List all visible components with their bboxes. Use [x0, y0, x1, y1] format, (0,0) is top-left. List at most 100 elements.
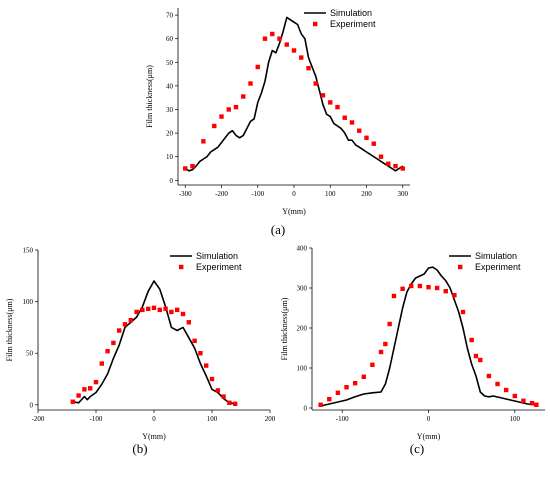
x-tick-label: 300 — [398, 190, 409, 198]
experiment-point — [219, 114, 224, 119]
experiment-point — [192, 338, 197, 344]
experiment-point — [495, 381, 500, 387]
y-tick-label: 100 — [23, 298, 34, 306]
experiment-point — [320, 93, 326, 98]
experiment-point — [76, 393, 81, 398]
y-tick-label: 50 — [166, 59, 174, 67]
experiment-point — [328, 100, 333, 105]
experiment-point — [512, 393, 517, 399]
y-tick-label: 60 — [166, 35, 174, 43]
y-tick-label: 20 — [166, 130, 174, 138]
experiment-point — [221, 394, 226, 399]
experiment-point — [393, 163, 398, 169]
experiment-point — [357, 128, 362, 133]
experiment-point — [270, 31, 275, 37]
experiment-point — [443, 289, 448, 294]
experiment-point — [387, 321, 392, 327]
x-tick-label: 0 — [292, 190, 296, 198]
y-tick-label: 10 — [166, 153, 174, 161]
x-tick-label: -200 — [32, 415, 45, 423]
experiment-point — [313, 81, 318, 86]
experiment-point — [209, 376, 215, 382]
chart-c: -100 0 100 0 100 200 300 400 Y(mm) Film thickness… — [280, 245, 545, 456]
y-tick-label: 70 — [166, 12, 174, 20]
x-tick-label: -100 — [90, 415, 103, 423]
x-tick-label: -300 — [179, 190, 192, 198]
experiment-point — [186, 320, 191, 325]
experiment-point — [434, 285, 440, 291]
experiment-point — [386, 161, 391, 166]
experiment-point — [117, 328, 122, 333]
experiment-point — [233, 104, 239, 110]
x-tick-label: 0 — [152, 415, 156, 423]
legend-swatch-experiment — [458, 264, 463, 270]
experiment-point — [460, 309, 466, 315]
experiment-point — [151, 305, 157, 311]
simulation-line — [72, 280, 236, 405]
legend-label: Simulation — [196, 251, 238, 261]
y-tick-label: 0 — [304, 405, 308, 413]
y-tick-label: 400 — [297, 245, 308, 253]
experiment-point — [478, 357, 483, 363]
y-tick-label: 100 — [297, 365, 308, 373]
experiment-point — [335, 104, 340, 110]
experiment-point — [426, 285, 431, 290]
legend-label: Experiment — [196, 262, 242, 272]
experiment-point — [400, 166, 405, 171]
x-tick-label: 100 — [325, 190, 336, 198]
experiment-point — [417, 283, 423, 289]
experiment-point — [529, 401, 535, 406]
experiment-point — [180, 311, 186, 317]
experiment-point — [201, 139, 206, 144]
y-tick-label: 0 — [30, 401, 34, 409]
experiment-point — [486, 373, 492, 379]
experiment-point — [88, 386, 93, 391]
experiment-point — [318, 402, 323, 407]
experiment-point — [122, 322, 128, 327]
legend-swatch-experiment — [313, 21, 318, 27]
x-tick-label: 100 — [207, 415, 218, 423]
x-tick-label: -100 — [336, 415, 349, 423]
experiment-point — [400, 286, 405, 291]
panel-caption: (a) — [271, 222, 285, 237]
legend-label: Experiment — [475, 262, 521, 272]
legend-label: Simulation — [475, 251, 517, 261]
experiment-point — [255, 64, 260, 70]
y-tick-label: 150 — [23, 247, 34, 255]
x-axis-label: Y(mm) — [417, 432, 441, 441]
experiment-point — [469, 337, 474, 343]
experiment-point — [93, 379, 99, 385]
experiment-point — [391, 293, 397, 299]
experiment-point — [111, 340, 116, 346]
chart-a: -300 -200 -100 0 100 200 300 0 10 20 30 40 50 60 70 Y(m… — [145, 8, 410, 237]
experiment-point — [364, 135, 369, 140]
experiment-point — [277, 36, 282, 41]
experiment-point — [163, 306, 168, 312]
y-axis-label: Film thickness(μm) — [145, 65, 154, 128]
experiment-point — [344, 385, 349, 390]
x-axis-label: Y(mm) — [142, 432, 166, 441]
y-tick-label: 40 — [166, 82, 174, 90]
experiment-point — [352, 381, 358, 386]
legend-label: Experiment — [330, 19, 376, 29]
x-tick-label: -200 — [215, 190, 228, 198]
x-tick-label: 200 — [361, 190, 372, 198]
experiment-point — [521, 398, 526, 403]
experiment-point — [349, 120, 355, 125]
experiment-point — [248, 81, 253, 86]
experiment-point — [215, 388, 220, 393]
experiment-point — [306, 65, 311, 71]
experiment-point — [342, 115, 347, 120]
experiment-point — [140, 307, 145, 313]
y-tick-label: 300 — [297, 285, 308, 293]
experiment-point — [134, 309, 139, 315]
experiment-point — [361, 374, 366, 379]
experiment-point — [262, 36, 268, 41]
legend-label: Simulation — [330, 8, 372, 18]
experiment-point — [99, 361, 104, 366]
experiment-point — [409, 283, 414, 289]
simulation-line — [184, 16, 404, 172]
y-axis-label: Film thickness(μm) — [5, 298, 14, 361]
simulation-line — [320, 266, 537, 407]
